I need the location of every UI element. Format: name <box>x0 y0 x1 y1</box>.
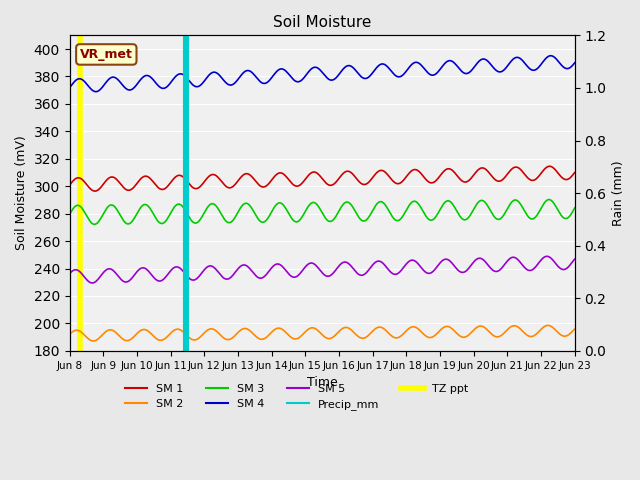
Y-axis label: Soil Moisture (mV): Soil Moisture (mV) <box>15 136 28 251</box>
X-axis label: Time: Time <box>307 376 338 389</box>
Y-axis label: Rain (mm): Rain (mm) <box>612 160 625 226</box>
Title: Soil Moisture: Soil Moisture <box>273 15 371 30</box>
Legend: SM 1, SM 2, SM 3, SM 4, SM 5, Precip_mm, TZ ppt: SM 1, SM 2, SM 3, SM 4, SM 5, Precip_mm,… <box>121 379 473 415</box>
Text: VR_met: VR_met <box>80 48 132 61</box>
